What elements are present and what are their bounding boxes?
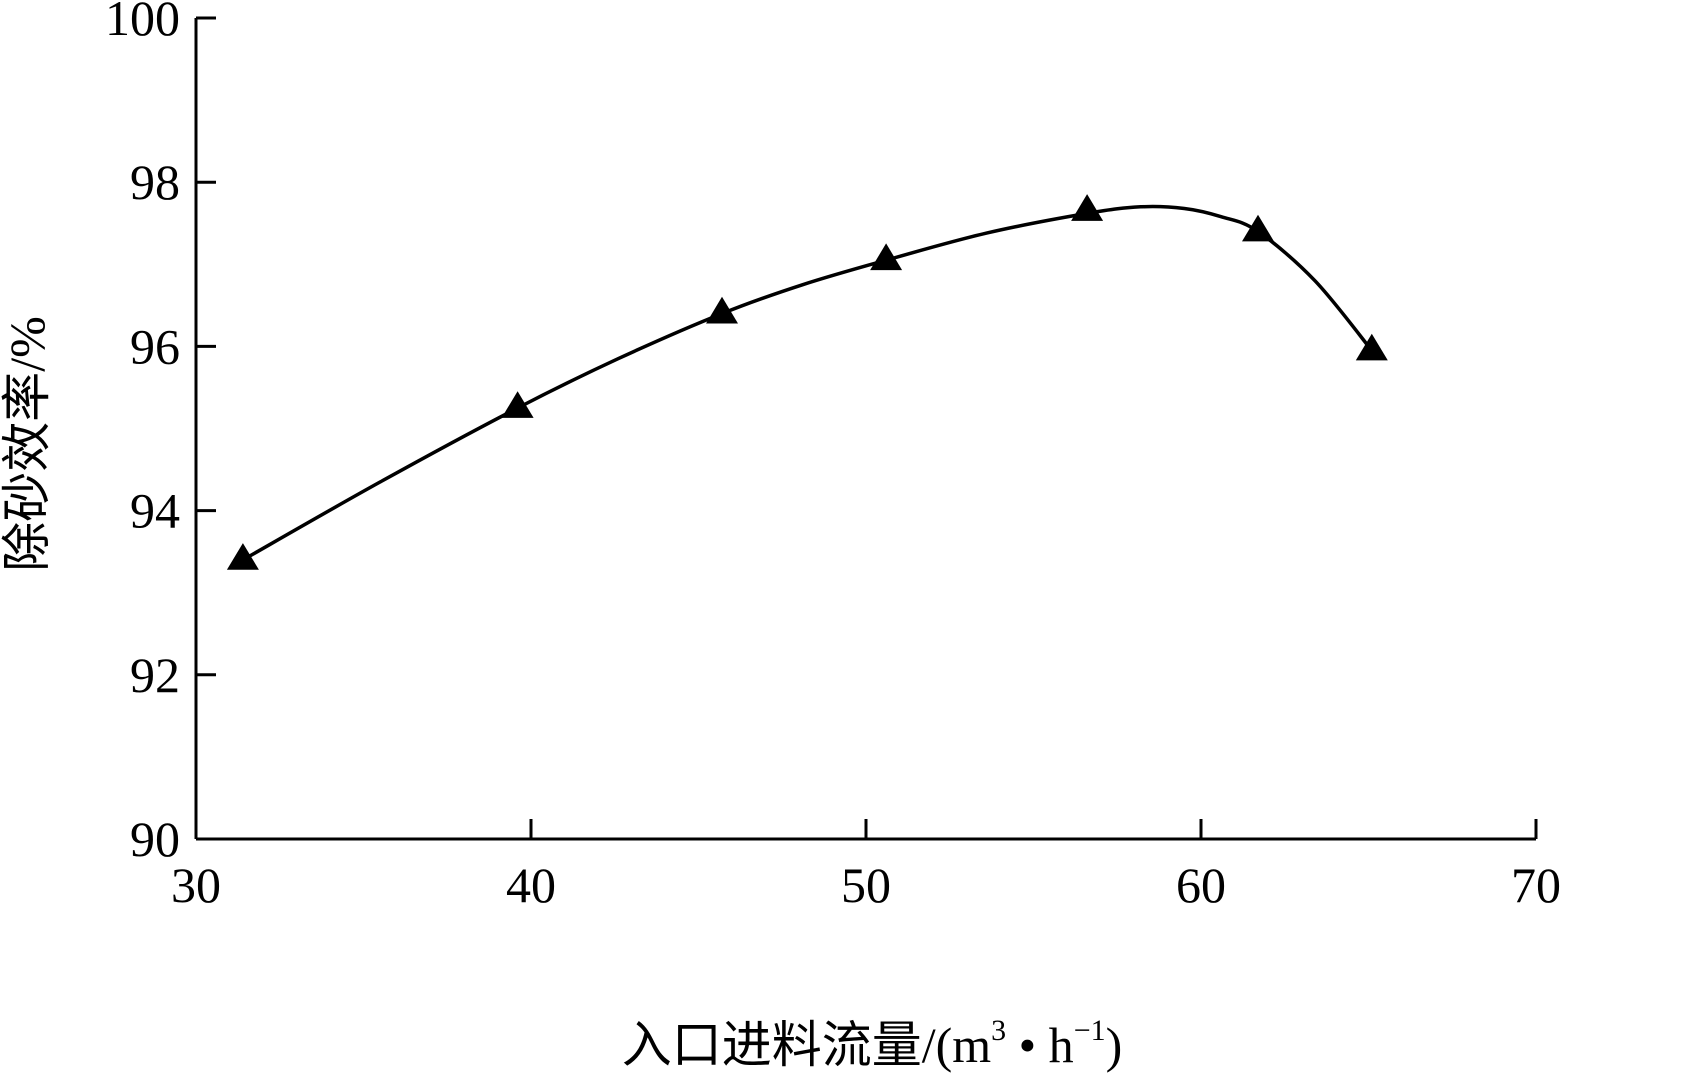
y-tick-label: 98 [130,154,180,210]
y-axis-title: 除砂效率/% [0,316,55,572]
series-line [242,204,1374,562]
data-point-marker [706,296,738,324]
x-tick-label: 30 [171,857,221,913]
y-tick-label: 100 [105,0,180,46]
x-tick-label: 50 [841,857,891,913]
x-axis-title: 入口进料流量/(m3 • h−1) [622,1014,1123,1073]
y-axis-ticks: 90 92 94 96 98 100 [105,0,216,867]
x-tick-label: 70 [1511,857,1561,913]
data-point-marker [870,243,903,271]
data-point-marker [1355,333,1388,361]
y-tick-label: 96 [130,318,180,374]
data-point-marker [226,543,259,570]
axes [194,18,1536,841]
y-tick-label: 90 [130,811,180,867]
marker-layer [226,194,1388,570]
data-point-marker [1071,194,1104,221]
x-tick-label: 60 [1176,857,1226,913]
x-axis-ticks: 30 40 50 60 70 [171,819,1561,913]
series-layer [242,204,1374,562]
data-point-marker [1242,214,1274,242]
data-point-marker [501,391,534,418]
x-tick-label: 40 [506,857,556,913]
y-tick-label: 94 [130,483,180,539]
y-tick-label: 92 [130,647,180,703]
